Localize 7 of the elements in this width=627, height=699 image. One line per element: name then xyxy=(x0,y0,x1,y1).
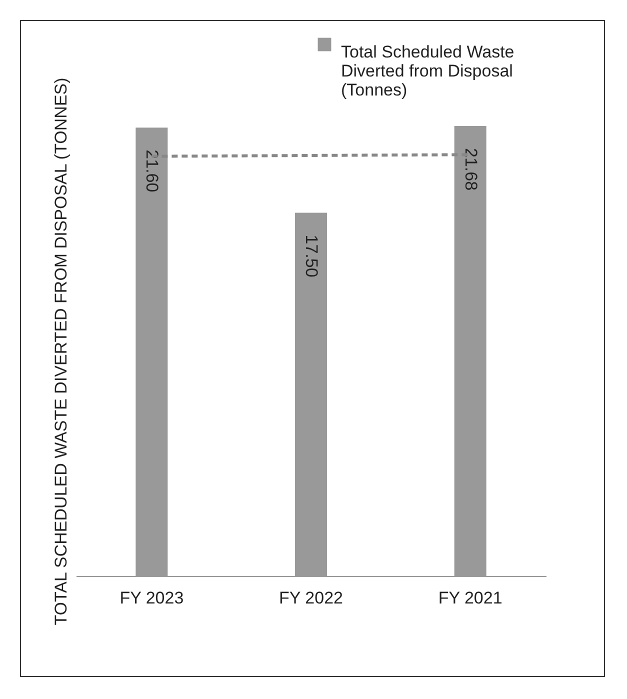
x-tick-label: FY 2022 xyxy=(279,588,343,608)
data-label: 21.68 xyxy=(461,148,480,191)
y-axis-title: TOTAL SCHEDULED WASTE DIVERTED FROM DISPOSAL (TONNES) xyxy=(52,78,70,626)
data-label: 17.50 xyxy=(302,234,321,278)
x-tick-label: FY 2021 xyxy=(438,588,502,608)
x-tick-label: FY 2023 xyxy=(120,588,184,608)
legend-label: Total Scheduled Waste Diverted from Disposal (Tonnes) xyxy=(341,42,514,100)
